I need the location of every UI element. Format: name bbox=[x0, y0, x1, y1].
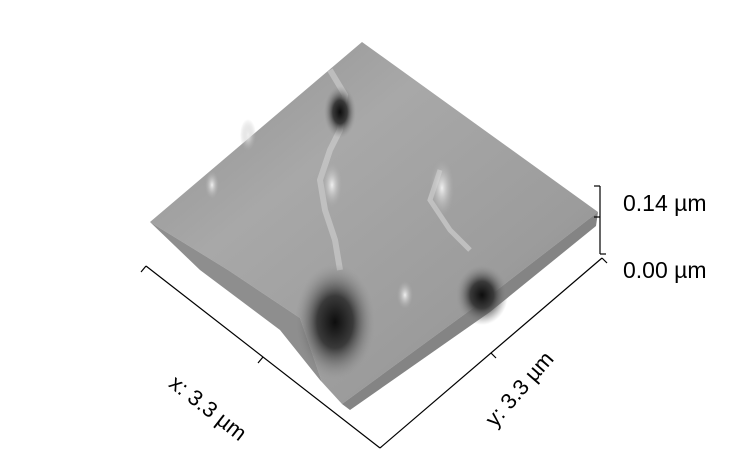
surface-pit bbox=[295, 264, 375, 380]
y-axis-tick bbox=[490, 352, 497, 359]
z-scale-bar bbox=[594, 185, 606, 255]
surface-peak bbox=[430, 160, 454, 216]
surface-front-left-face bbox=[150, 222, 342, 404]
surface-plate bbox=[150, 42, 598, 404]
surface-peak bbox=[397, 281, 413, 309]
x-axis-tick bbox=[140, 265, 147, 273]
x-axis-tick bbox=[257, 356, 264, 364]
surface-pit bbox=[456, 265, 508, 325]
z-scale-top-label: 0.14 µm bbox=[623, 190, 707, 216]
surface-peak bbox=[322, 163, 342, 207]
surface-peak bbox=[240, 119, 256, 151]
surface-peak bbox=[205, 171, 219, 199]
z-scale-bottom-label: 0.00 µm bbox=[623, 257, 707, 283]
height-surface bbox=[150, 42, 598, 410]
surface-pit bbox=[324, 86, 356, 138]
y-axis-tick bbox=[601, 257, 608, 264]
axes bbox=[140, 257, 608, 449]
